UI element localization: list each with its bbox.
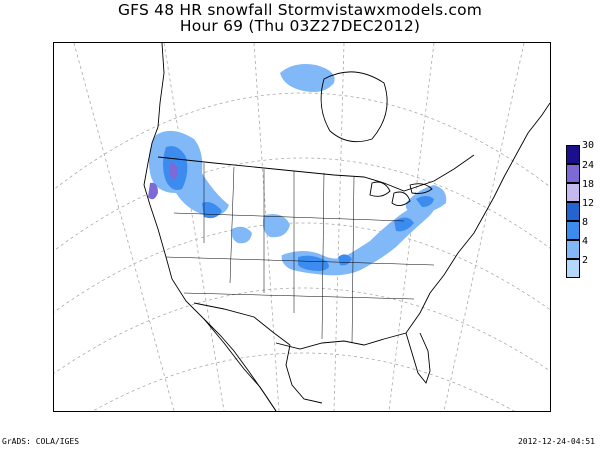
coastlines-and-borders	[143, 43, 550, 411]
legend-label-24: 24	[582, 160, 595, 171]
legend-swatch-18	[566, 183, 580, 202]
legend-label-2: 2	[582, 255, 589, 266]
legend-swatch-8	[566, 221, 580, 240]
run-timestamp: 2012-12-24-04:51	[517, 437, 595, 446]
legend-swatch-2	[566, 259, 580, 278]
legend-label-30: 30	[582, 140, 595, 151]
snowfall-shading	[148, 64, 447, 276]
legend-label-4: 4	[582, 236, 589, 247]
map-panel	[53, 42, 551, 412]
state-borders	[165, 163, 435, 344]
legend-swatch-12	[566, 202, 580, 221]
legend-label-12: 12	[582, 198, 595, 209]
legend-label-8: 8	[582, 217, 589, 228]
legend-label-18: 18	[582, 179, 595, 190]
map-title-line2: Hour 69 (Thu 03Z27DEC2012)	[179, 17, 421, 35]
legend-swatch-4	[566, 240, 580, 259]
north-america-snowfall-map	[54, 43, 550, 411]
grads-credit: GrADS: COLA/IGES	[2, 437, 80, 446]
lat-lon-grid	[54, 43, 550, 411]
legend-swatch-30	[566, 145, 580, 164]
legend-swatch-24	[566, 164, 580, 183]
map-title-line1: GFS 48 HR snowfall Stormvistawxmodels.co…	[117, 1, 483, 19]
